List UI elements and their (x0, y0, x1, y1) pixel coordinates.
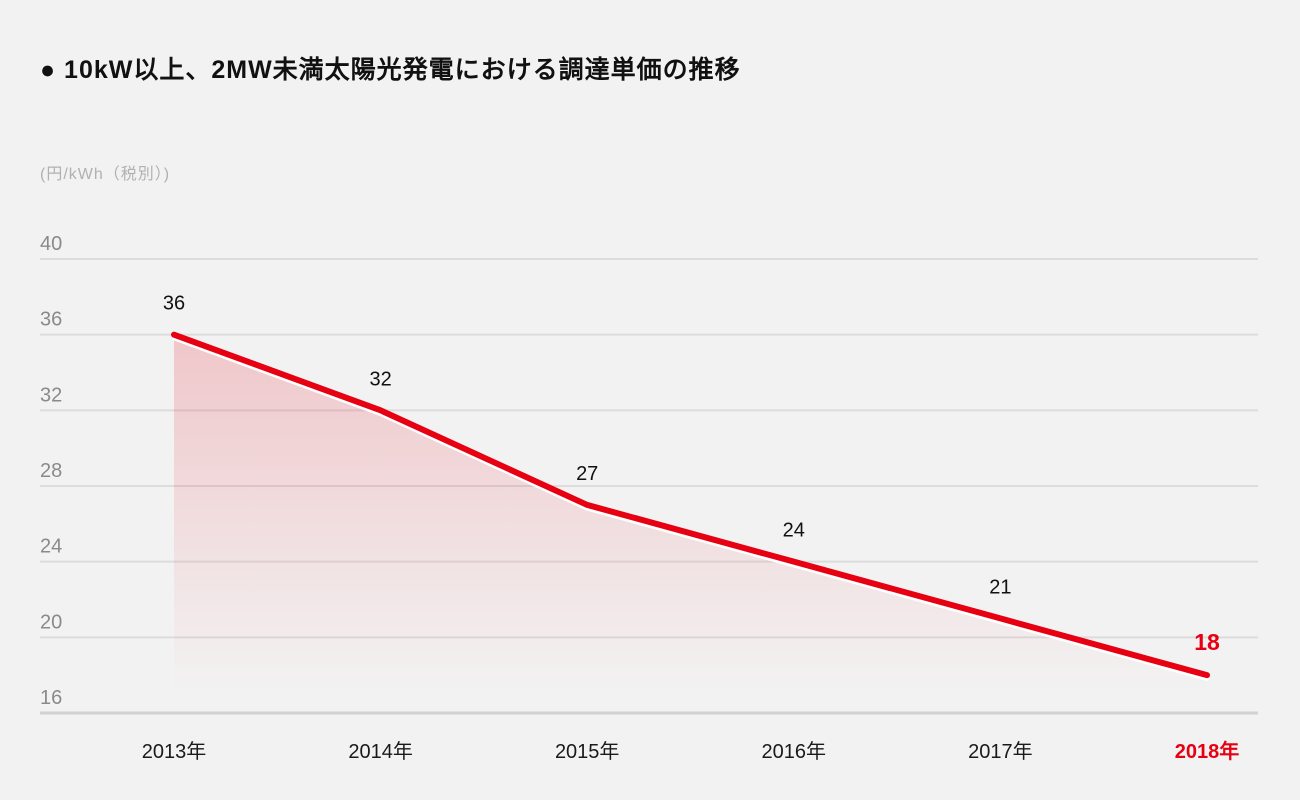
area-fill (174, 339, 1207, 713)
y-tick-label: 24 (40, 536, 62, 558)
x-axis-label-highlight: 2018年 (1175, 739, 1240, 763)
y-tick-label: 36 (40, 309, 62, 331)
y-tick-label: 40 (40, 233, 62, 255)
value-label: 24 (783, 520, 805, 542)
value-label: 36 (163, 293, 185, 315)
y-tick-label: 28 (40, 460, 62, 482)
value-label: 32 (369, 368, 391, 390)
chart-title: ● 10kW以上、2MW未満太陽光発電における調達単価の推移 (40, 56, 741, 84)
x-axis-label: 2017年 (968, 740, 1033, 763)
y-axis-tick-labels: 40 36 32 28 24 20 16 (40, 233, 62, 709)
y-tick-label: 20 (40, 611, 62, 633)
line-under-stroke (172, 336, 1209, 681)
value-label: 21 (989, 576, 1011, 598)
value-label: 27 (576, 463, 598, 485)
y-axis-unit-label: (円/kWh（税別）) (40, 166, 171, 183)
x-axis-label: 2013年 (142, 740, 207, 763)
y-tick-label: 16 (40, 687, 62, 709)
value-labels: 36 32 27 24 21 18 (163, 293, 1220, 656)
x-axis-labels: 2013年 2014年 2015年 2016年 2017年 2018年 (142, 739, 1240, 763)
price-line (171, 331, 1210, 679)
x-axis-label: 2016年 (762, 740, 827, 763)
x-axis-label: 2015年 (555, 740, 620, 763)
x-axis-label: 2014年 (348, 740, 413, 763)
value-label-highlight: 18 (1194, 629, 1220, 655)
y-tick-label: 32 (40, 384, 62, 406)
